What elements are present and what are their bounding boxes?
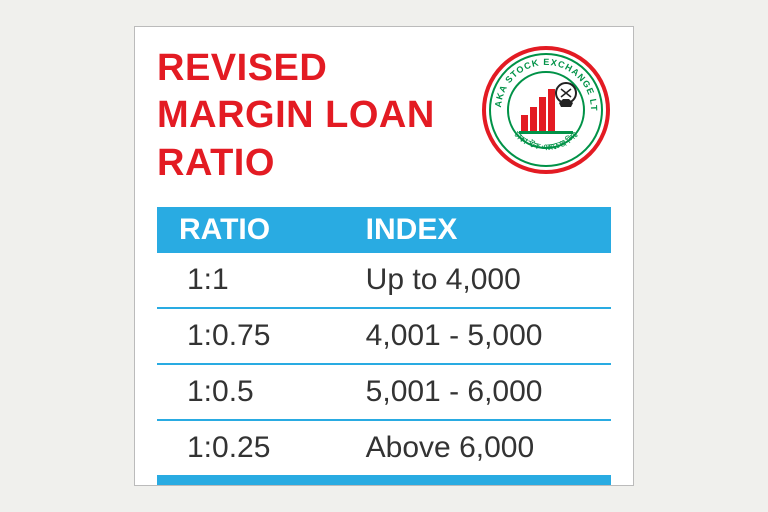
table-row: 1:0.5 5,001 - 6,000	[157, 365, 611, 421]
cell-ratio: 1:1	[157, 263, 348, 297]
info-card: REVISED MARGIN LOAN RATIO DHAKA STOCK EX…	[134, 26, 634, 487]
cell-index: 4,001 - 5,000	[348, 319, 611, 353]
cell-index: 5,001 - 6,000	[348, 375, 611, 409]
col-header-index: INDEX	[348, 207, 611, 253]
card-header: REVISED MARGIN LOAN RATIO DHAKA STOCK EX…	[157, 45, 611, 188]
col-header-ratio: RATIO	[157, 207, 348, 253]
table-row: 1:0.25 Above 6,000	[157, 421, 611, 485]
cell-ratio: 1:0.25	[157, 431, 348, 465]
table-body: 1:1 Up to 4,000 1:0.75 4,001 - 5,000 1:0…	[157, 253, 611, 485]
cell-ratio: 1:0.75	[157, 319, 348, 353]
table-row: 1:0.75 4,001 - 5,000	[157, 309, 611, 365]
ratio-table: RATIO INDEX 1:1 Up to 4,000 1:0.75 4,001…	[157, 207, 611, 485]
table-row: 1:1 Up to 4,000	[157, 253, 611, 309]
card-title: REVISED MARGIN LOAN RATIO	[157, 45, 471, 188]
cell-index: Up to 4,000	[348, 263, 611, 297]
table-header-row: RATIO INDEX	[157, 207, 611, 253]
dse-logo: DHAKA STOCK EXCHANGE LTD. ঢাকা স্টক এক্স…	[481, 45, 611, 175]
dse-logo-svg: DHAKA STOCK EXCHANGE LTD. ঢাকা স্টক এক্স…	[481, 45, 611, 175]
cell-ratio: 1:0.5	[157, 375, 348, 409]
cell-index: Above 6,000	[348, 431, 611, 465]
